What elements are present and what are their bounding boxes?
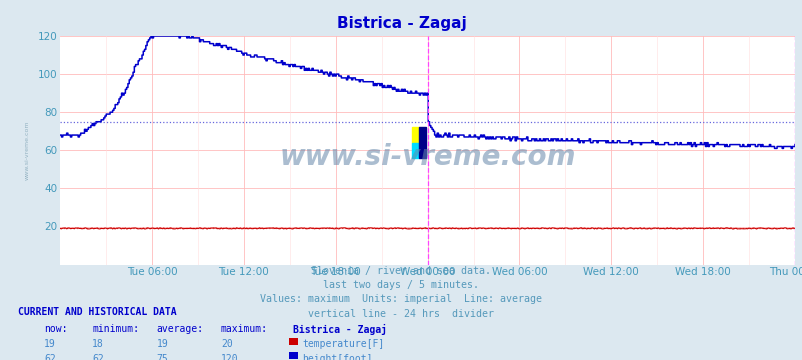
- Text: maximum:: maximum:: [221, 324, 268, 334]
- Text: 75: 75: [156, 354, 168, 360]
- Text: average:: average:: [156, 324, 204, 334]
- Bar: [419, 127, 426, 158]
- Text: 62: 62: [92, 354, 104, 360]
- Text: 19: 19: [156, 339, 168, 349]
- Text: www.si-vreme.com: www.si-vreme.com: [25, 121, 30, 180]
- Text: 120: 120: [221, 354, 238, 360]
- Bar: [411, 143, 419, 158]
- Text: now:: now:: [44, 324, 67, 334]
- Text: Bistrica - Zagaj: Bistrica - Zagaj: [336, 16, 466, 31]
- Text: 19: 19: [44, 339, 56, 349]
- Text: minimum:: minimum:: [92, 324, 140, 334]
- Text: 18: 18: [92, 339, 104, 349]
- Text: Slovenia / river and sea data.
last two days / 5 minutes.
Values: maximum  Units: Slovenia / river and sea data. last two …: [260, 266, 542, 319]
- Text: 62: 62: [44, 354, 56, 360]
- Text: www.si-vreme.com: www.si-vreme.com: [279, 143, 575, 171]
- Text: height[foot]: height[foot]: [302, 354, 372, 360]
- Text: 20: 20: [221, 339, 233, 349]
- Text: temperature[F]: temperature[F]: [302, 339, 383, 349]
- Text: Bistrica - Zagaj: Bistrica - Zagaj: [293, 324, 387, 335]
- Bar: [411, 127, 419, 143]
- Text: CURRENT AND HISTORICAL DATA: CURRENT AND HISTORICAL DATA: [18, 307, 176, 317]
